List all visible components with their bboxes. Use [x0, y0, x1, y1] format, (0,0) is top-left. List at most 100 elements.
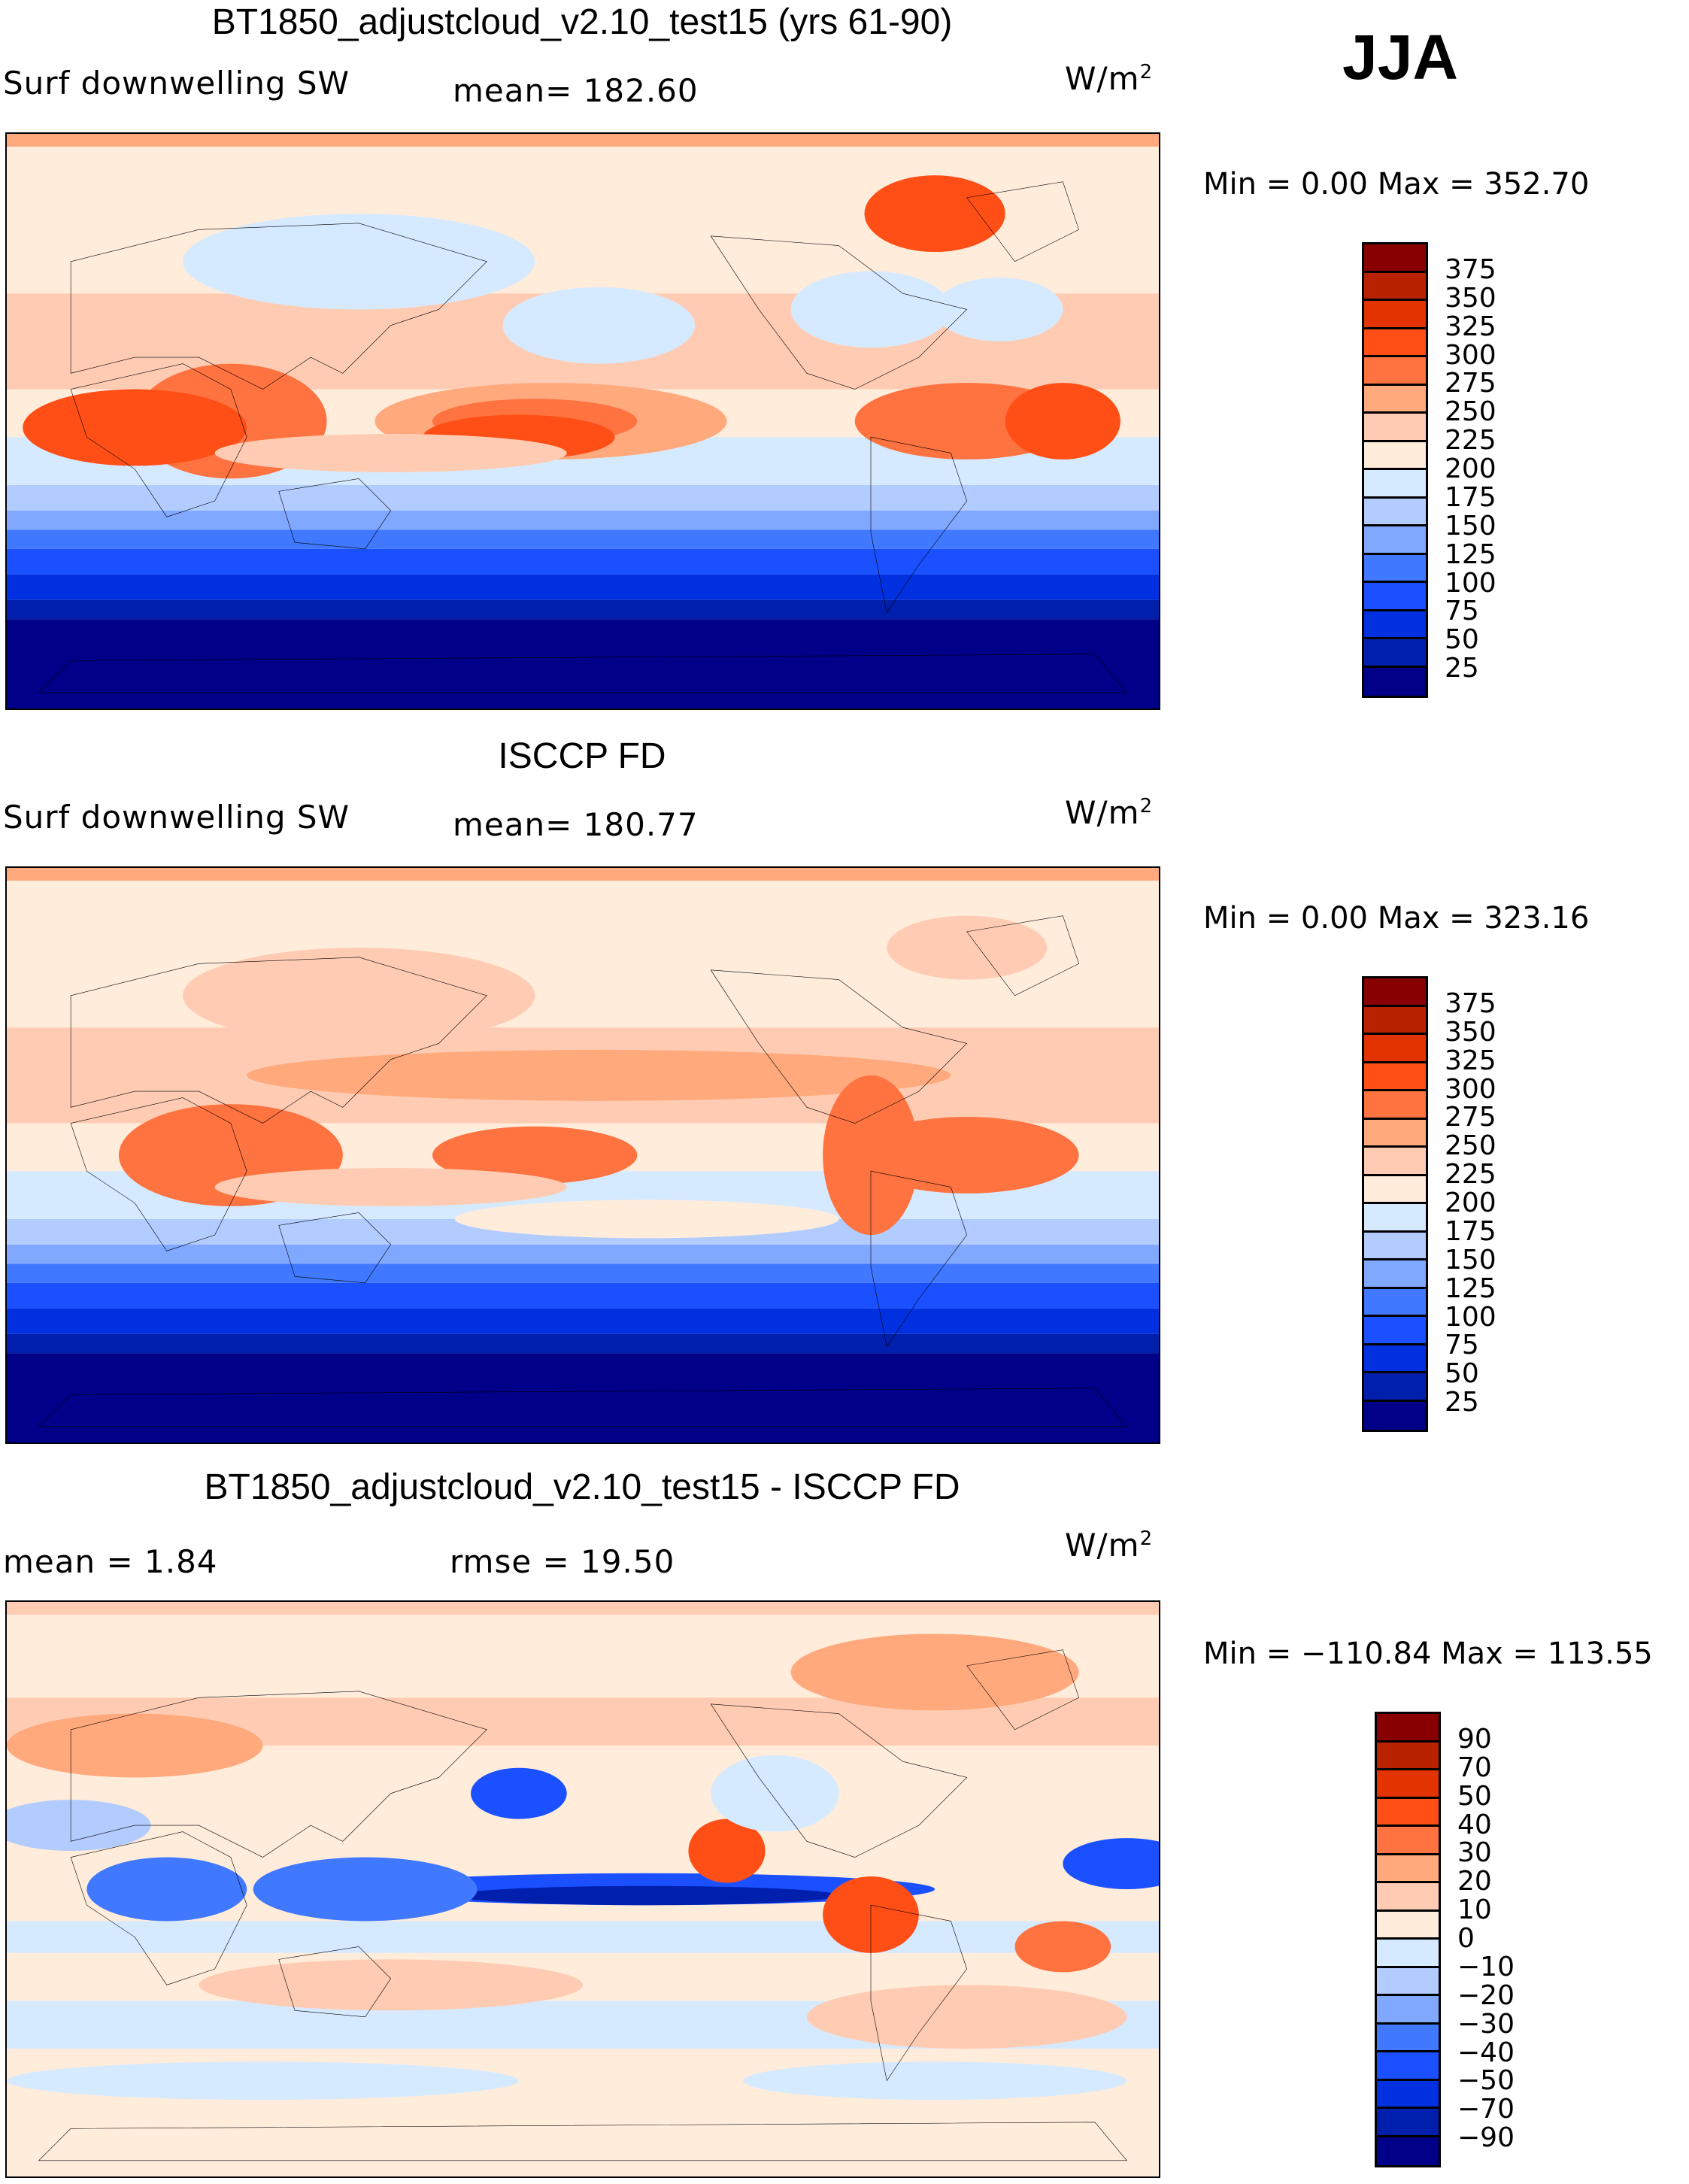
colorbar-tick-label: −90 — [1457, 2122, 1515, 2154]
colorbar-swatch — [1364, 301, 1426, 329]
map-obs — [5, 866, 1160, 1444]
contour-region — [471, 1767, 567, 1819]
colorbar-swatch — [1364, 978, 1426, 1007]
coastline — [71, 957, 487, 1124]
colorbar-swatch — [1364, 441, 1426, 470]
coastline — [967, 1650, 1079, 1730]
contour-band — [7, 574, 1159, 600]
colorbar-tick-label: 150 — [1445, 510, 1496, 541]
coastline — [71, 1832, 247, 1985]
colorbar-swatch — [1377, 1940, 1439, 1968]
contour-band — [7, 1333, 1159, 1354]
contour-region — [711, 1755, 839, 1832]
colorbar-swatch — [1364, 1063, 1426, 1091]
colorbar-swatch — [1364, 498, 1426, 526]
colorbar-tick-label: 300 — [1445, 1073, 1496, 1105]
contour-band — [7, 868, 1159, 881]
coastline — [871, 437, 967, 612]
contour-region — [199, 1959, 583, 2011]
contour-band — [7, 1602, 1159, 1615]
colorbar-tick-label: −70 — [1457, 2094, 1515, 2125]
colorbar-tick-label: 125 — [1445, 538, 1496, 570]
minmax-label: Min = 0.00 Max = 352.70 — [1203, 167, 1590, 202]
coastline — [967, 182, 1079, 262]
colorbar-diff — [1375, 1712, 1441, 2167]
contour-band — [7, 1244, 1159, 1264]
variable-label: Surf downwelling SW — [3, 65, 350, 102]
colorbar-swatch — [1364, 385, 1426, 414]
colorbar-tick-label: 50 — [1445, 1358, 1479, 1390]
colorbar-tick-label: 350 — [1445, 1016, 1496, 1048]
colorbar-tick-label: 200 — [1445, 453, 1496, 484]
contour-region — [935, 278, 1063, 341]
colorbar-swatch — [1364, 357, 1426, 386]
contour-band — [7, 1353, 1159, 1442]
contour-band — [7, 1263, 1159, 1283]
colorbar-tick-label: −40 — [1457, 2037, 1515, 2068]
coastline — [71, 364, 247, 517]
colorbar-tick-label: 375 — [1445, 253, 1496, 285]
mean-label: mean= 182.60 — [453, 72, 699, 109]
contour-region — [454, 1200, 839, 1239]
colorbar-tick-label: 175 — [1445, 1215, 1496, 1247]
colorbar-tick-label: 325 — [1445, 1045, 1496, 1076]
colorbar-swatch — [1364, 554, 1426, 583]
contour-band — [7, 1921, 1159, 1953]
contour-region — [742, 2061, 1127, 2101]
contour-band — [7, 134, 1159, 147]
contour-region — [806, 1985, 1127, 2049]
minmax-label: Min = 0.00 Max = 323.16 — [1203, 901, 1590, 936]
colorbar-tick-label: 25 — [1445, 1387, 1479, 1418]
colorbar-swatch — [1377, 1827, 1439, 1855]
coastline — [279, 478, 391, 548]
colorbar-tick-label: 20 — [1457, 1866, 1492, 1897]
colorbar-swatch — [1364, 1035, 1426, 1063]
colorbar-swatch — [1364, 1288, 1426, 1317]
colorbar-swatch — [1364, 526, 1426, 555]
colorbar-tick-label: 125 — [1445, 1272, 1496, 1304]
colorbar-tick-label: 90 — [1457, 1723, 1492, 1755]
rmse-label: rmse = 19.50 — [450, 1543, 675, 1580]
contour-band — [7, 510, 1159, 530]
season-label: JJA — [1342, 22, 1459, 93]
contour-region — [823, 1075, 919, 1236]
coastline — [871, 1905, 967, 2080]
contour-region — [864, 175, 1005, 253]
colorbar-tick-label: 275 — [1445, 368, 1496, 399]
coastline — [967, 916, 1079, 996]
contour-region — [432, 1126, 638, 1185]
coastline — [71, 1098, 247, 1251]
contour-region — [454, 1885, 839, 1906]
colorbar-swatch — [1364, 470, 1426, 499]
map-model — [5, 132, 1160, 710]
colorbar-tick-label: 10 — [1457, 1894, 1492, 1926]
contour-region — [214, 1167, 567, 1206]
coastline — [71, 1691, 487, 1858]
map-diff — [5, 1600, 1160, 2178]
units-label: W/m2 — [1065, 1527, 1154, 1564]
colorbar-swatch — [1377, 1770, 1439, 1799]
coastline — [711, 1704, 966, 1858]
colorbar-swatch — [1364, 272, 1426, 301]
colorbar-tick-label: 350 — [1445, 282, 1496, 314]
colorbar-swatch — [1364, 329, 1426, 357]
variable-label: Surf downwelling SW — [3, 799, 350, 836]
colorbar-swatch — [1364, 1148, 1426, 1176]
colorbar-tick-label: −50 — [1457, 2065, 1515, 2097]
coastline — [711, 970, 966, 1124]
contour-band — [7, 529, 1159, 549]
colorbar-tick-label: 75 — [1445, 596, 1479, 627]
colorbar-swatch — [1364, 244, 1426, 273]
colorbar-swatch — [1364, 1345, 1426, 1373]
colorbar-tick-label: 225 — [1445, 1159, 1496, 1191]
colorbar-swatch — [1364, 1317, 1426, 1345]
colorbar-tick-label: −20 — [1457, 1979, 1515, 2011]
colorbar-swatch — [1364, 1175, 1426, 1204]
contour-region — [247, 1049, 951, 1101]
colorbar-swatch — [1377, 1967, 1439, 1996]
units-label: W/m2 — [1065, 794, 1154, 831]
contour-band — [7, 1308, 1159, 1334]
colorbar-tick-label: 50 — [1457, 1780, 1492, 1812]
contour-band — [7, 599, 1159, 620]
colorbar-tick-label: 100 — [1445, 1301, 1496, 1333]
